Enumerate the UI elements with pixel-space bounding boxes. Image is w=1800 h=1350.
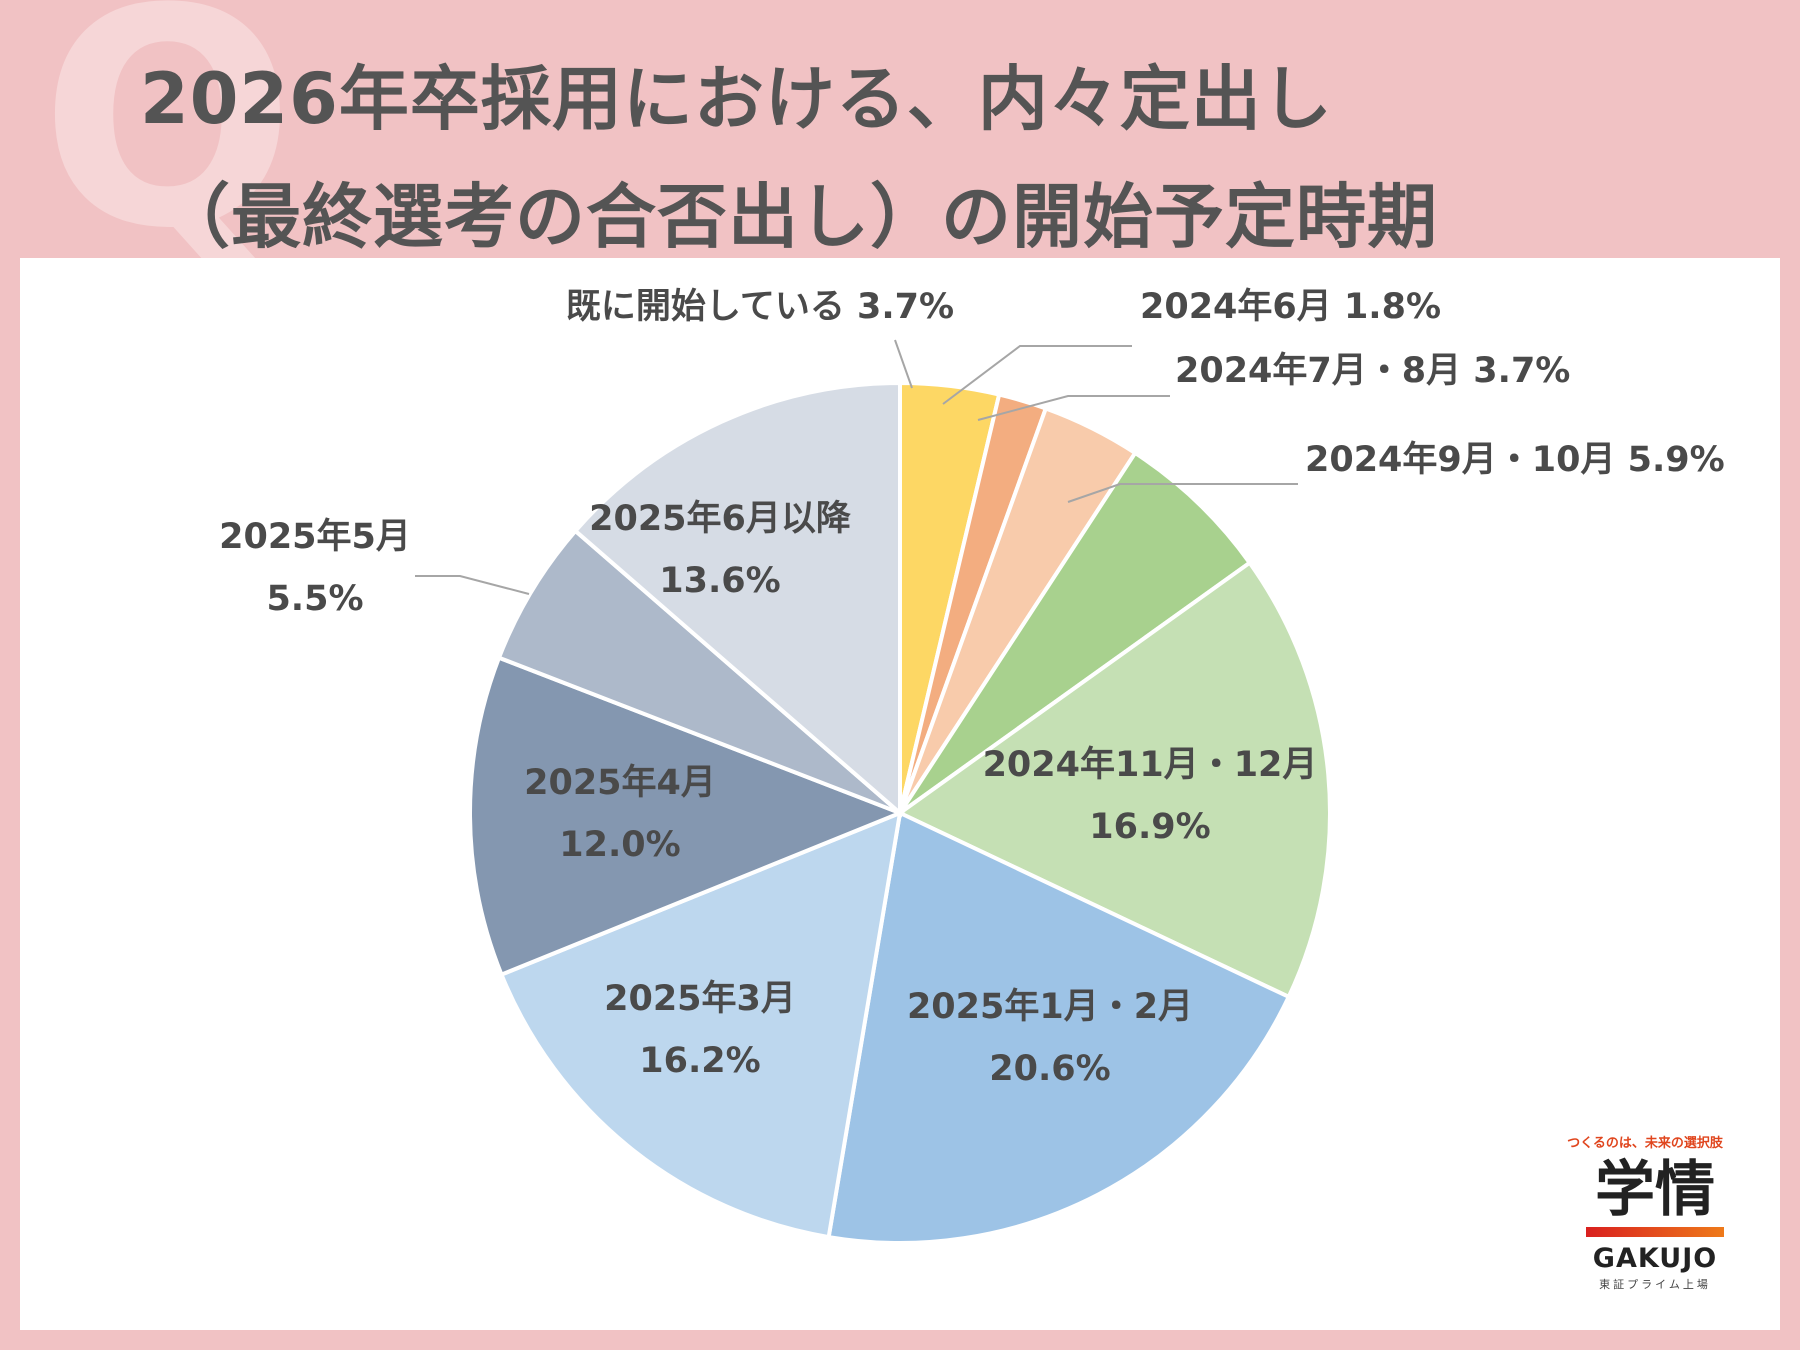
slice-label: 2025年4月 <box>524 763 716 803</box>
leader-line <box>415 575 530 595</box>
leader-line <box>894 339 913 389</box>
slice-value-label: 20.6% <box>989 1049 1110 1089</box>
slice-label: 2025年5月 <box>219 517 411 557</box>
slice-label: 2025年6月以降 <box>589 499 851 539</box>
pie-chart: 既に開始している 3.7% 2024年6月 1.8% 2024年7月・8月 3.7%… <box>219 287 1725 1245</box>
pie-slice <box>896 559 1332 1000</box>
slice-label: 2024年11月・12月 <box>983 745 1318 785</box>
gakujo-logo: つくるのは、未来の選択肢 学情 GAKUJO 東証プライム上場 <box>1567 1132 1730 1292</box>
leader-line <box>977 395 1170 421</box>
logo-name: GAKUJO <box>1592 1243 1718 1274</box>
logo-sub: 東証プライム上場 <box>1599 1278 1711 1291</box>
title-line-2: （最終選考の合否出し）の開始予定時期 <box>160 176 1438 258</box>
title-line-1: 2026年卒採用における、内々定出し <box>140 58 1333 140</box>
slice-label: 2024年9月・10月 5.9% <box>1305 440 1725 480</box>
slice-value-label: 16.9% <box>1089 807 1210 847</box>
slice-value-label: 13.6% <box>659 561 780 601</box>
logo-bar <box>1586 1227 1724 1237</box>
leader-line <box>942 345 1132 405</box>
q-watermark-icon: Q <box>40 0 296 294</box>
slice-value-label: 5.5% <box>266 579 363 619</box>
slice-value-label: 12.0% <box>559 825 680 865</box>
pie-slice <box>572 380 902 818</box>
pie-slice <box>468 655 906 978</box>
leader-line <box>1067 483 1298 503</box>
slice-label: 既に開始している 3.7% <box>566 287 954 327</box>
pie-slice <box>498 809 903 1240</box>
logo-kanji: 学情 <box>1595 1155 1715 1225</box>
pie-slice <box>898 450 1253 815</box>
chart-panel: 既に開始している 3.7% 2024年6月 1.8% 2024年7月・8月 3.7%… <box>20 258 1780 1330</box>
slice-label: 2024年6月 1.8% <box>1140 287 1441 327</box>
pie-slice <box>496 528 902 815</box>
slice-label: 2025年3月 <box>604 979 796 1019</box>
slice-label: 2024年7月・8月 3.7% <box>1175 351 1570 391</box>
logo-tagline: つくるのは、未来の選択肢 <box>1567 1136 1723 1151</box>
page-title: 2026年卒採用における、内々定出し （最終選考の合否出し）の開始予定時期 <box>140 40 1438 276</box>
pie-slice <box>826 810 1292 1245</box>
slice-label: 2025年1月・2月 <box>907 987 1193 1027</box>
slice-value-label: 16.2% <box>639 1041 760 1081</box>
